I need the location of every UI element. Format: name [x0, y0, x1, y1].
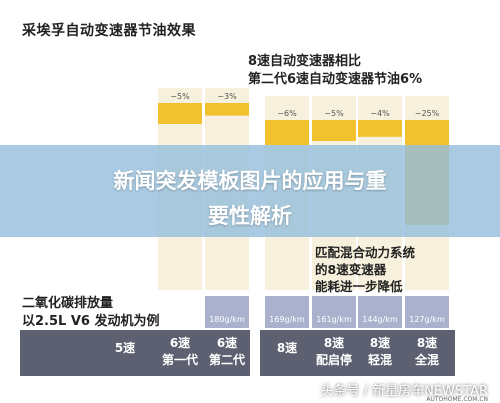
co2-value-label: 180g/km	[209, 315, 245, 324]
category-label: 全混	[414, 352, 439, 367]
fuel-saving-bar	[265, 120, 309, 146]
category-label: 8速	[324, 335, 344, 350]
hybrid-annotation-line3: 能耗进一步降低	[315, 279, 403, 294]
category-label: 配启停	[316, 352, 352, 367]
category-base-bar	[260, 330, 455, 376]
co2-bar	[265, 296, 309, 328]
watermark: 头条号 / 新星房车NEWSTAR	[320, 384, 488, 399]
hybrid-annotation-line2: 的8速变速器	[315, 262, 387, 277]
co2-bar	[358, 296, 402, 328]
fuel-saving-label: −25%	[415, 109, 440, 118]
fuel-saving-bar	[312, 120, 356, 141]
co2-value-label: 144g/km	[362, 315, 398, 324]
fuel-saving-label: −5%	[324, 109, 344, 118]
headline-banner: 新闻突发模板图片的应用与重 要性解析	[0, 145, 500, 237]
co2-value-label: 161g/km	[316, 315, 352, 324]
fuel-saving-label: −4%	[370, 109, 390, 118]
category-label: 5速	[115, 340, 135, 355]
co2-value-label: 169g/km	[269, 315, 305, 324]
banner-line-1: 新闻突发模板图片的应用与重	[113, 169, 387, 193]
watermark-small: AUTOHOME.COM.CN	[426, 396, 488, 403]
compare-annotation-line2: 第二代6速自动变速器节油6%	[248, 72, 423, 87]
category-label: 轻混	[368, 352, 392, 367]
category-label: 第一代	[162, 352, 198, 367]
co2-value-label: 127g/km	[409, 315, 445, 324]
fuel-saving-bar	[205, 103, 249, 116]
compare-annotation-line1: 8速自动变速器相比	[248, 54, 362, 69]
fuel-saving-label: −3%	[217, 92, 237, 101]
fuel-saving-bar	[158, 103, 202, 124]
category-label: 6速	[170, 335, 190, 350]
fuel-saving-label: −6%	[277, 109, 297, 118]
category-label: 8速	[370, 335, 390, 350]
fuel-saving-bar	[358, 120, 402, 137]
co2-bar	[205, 296, 249, 328]
banner-line-2: 要性解析	[208, 204, 292, 228]
co2-bar	[312, 296, 356, 328]
co2-bar	[405, 296, 449, 328]
hybrid-annotation-line1: 匹配混合动力系统	[315, 245, 416, 260]
co2-label-line1: 二氧化碳排放量	[22, 296, 114, 311]
category-label: 第二代	[209, 352, 245, 367]
chart-title: 采埃孚自动变速器节油效果	[22, 23, 196, 39]
category-label: 6速	[217, 335, 237, 350]
category-label: 8速	[417, 335, 437, 350]
category-base-bar	[20, 330, 250, 376]
category-label: 8速	[277, 340, 297, 355]
fuel-saving-label: −5%	[170, 92, 190, 101]
co2-label-line2: 以2.5L V6 发动机为例	[22, 314, 160, 329]
